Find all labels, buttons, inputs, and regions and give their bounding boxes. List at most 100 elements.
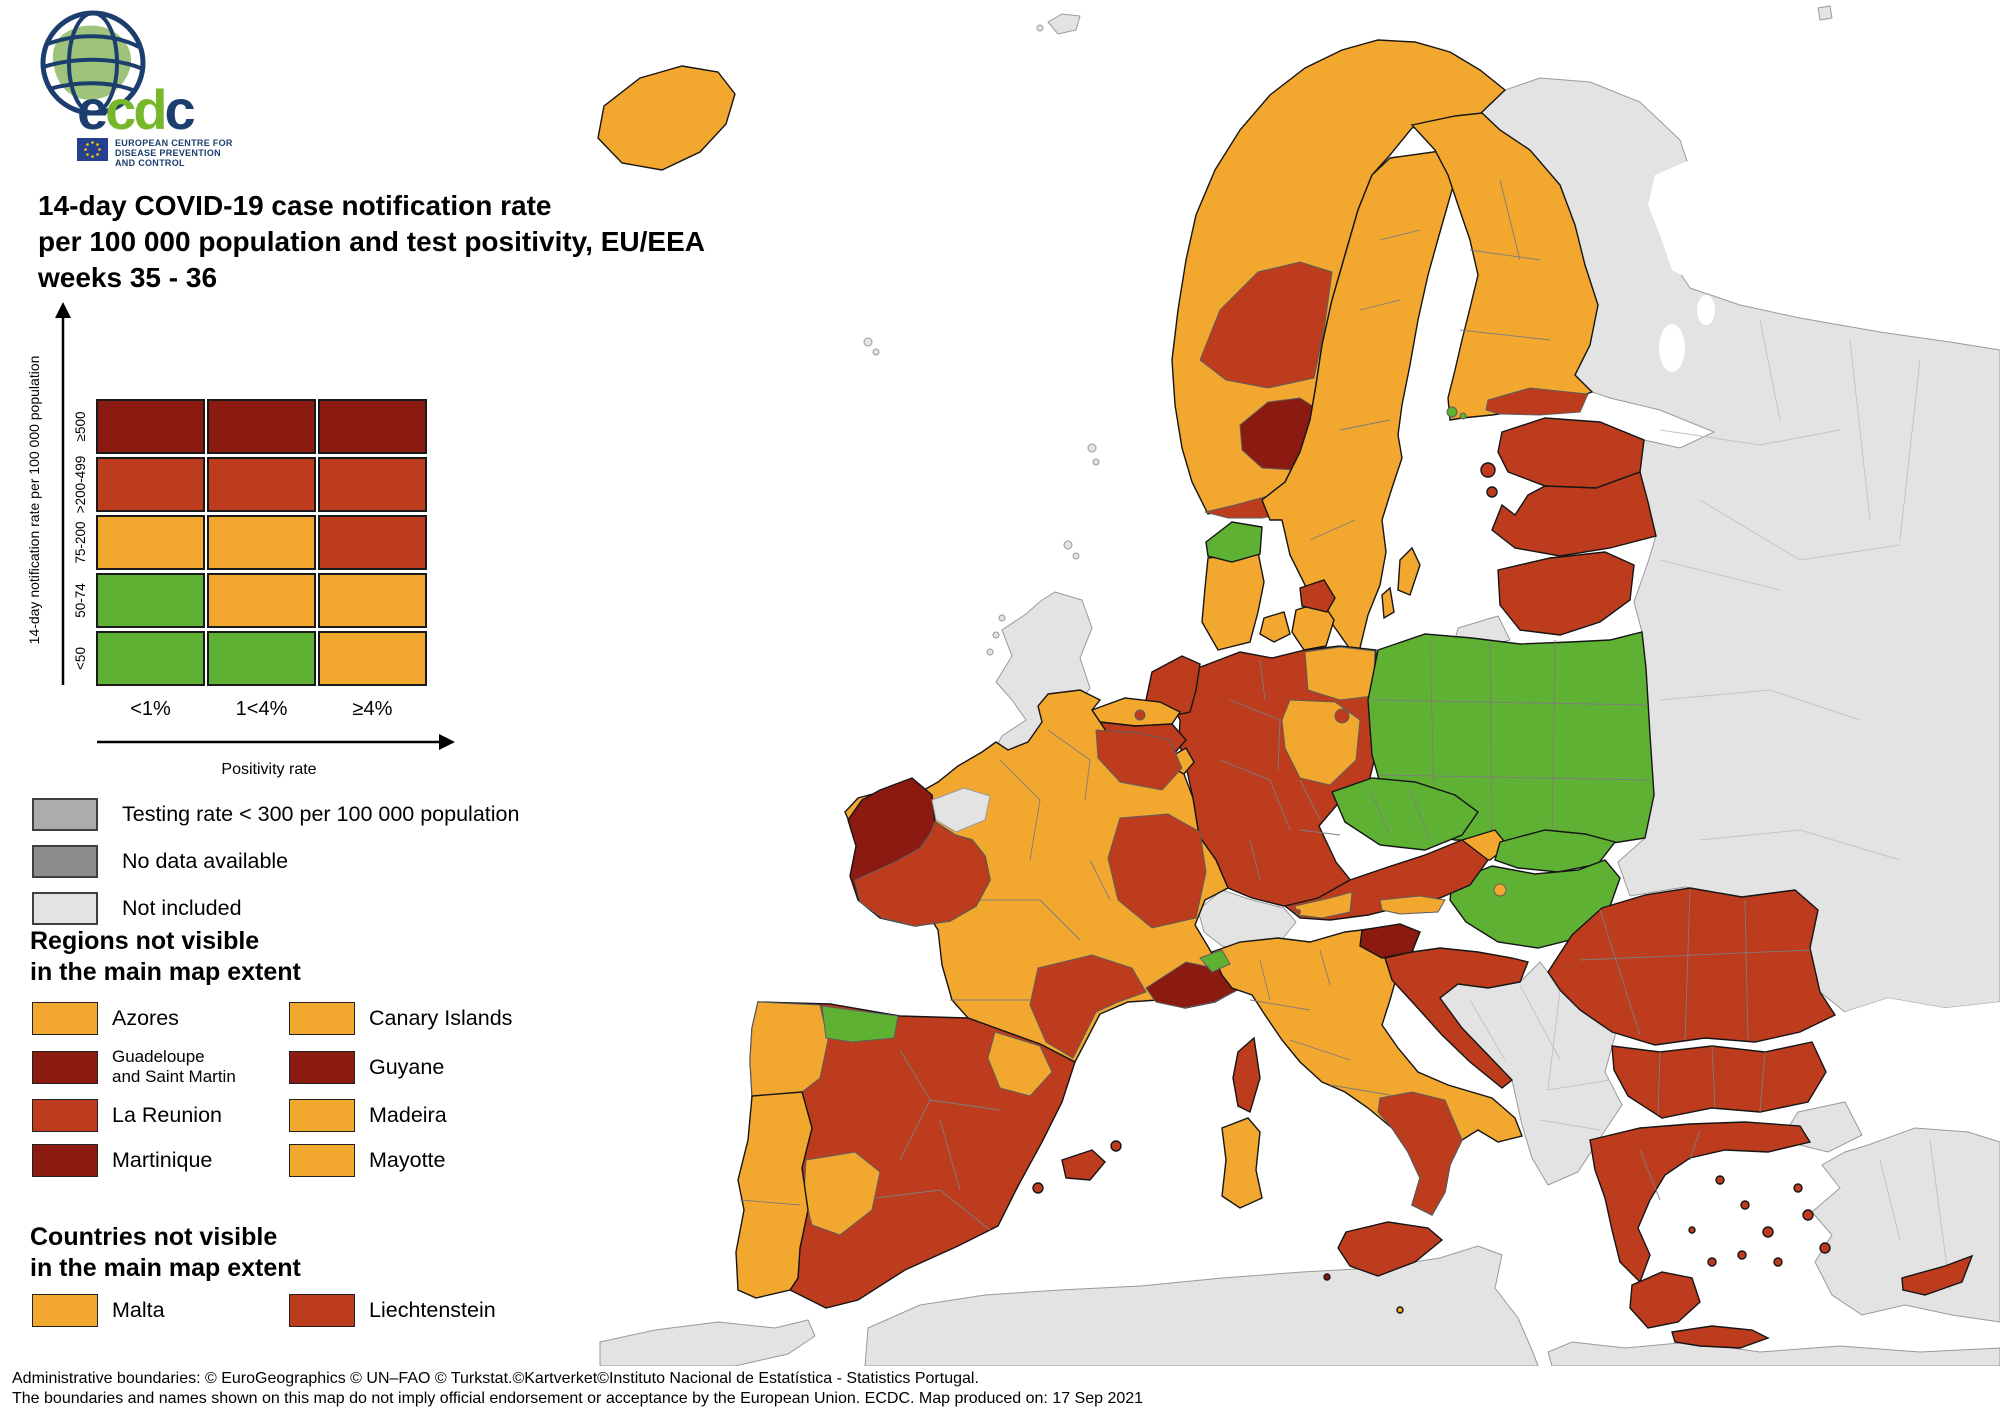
eu-flag-icon — [77, 138, 108, 161]
map-region-croatia — [1384, 947, 1529, 1089]
matrix-row-label: ≥500 — [73, 412, 88, 442]
logo-caption-line2: DISEASE PREVENTION — [115, 148, 221, 158]
europe-choropleth-map — [597, 5, 2000, 1366]
legend-item-2: Not included — [32, 892, 632, 925]
footer: Administrative boundaries: © EuroGeograp… — [12, 1369, 1962, 1408]
map-region-algeria-tunisia — [864, 1245, 1539, 1366]
globe-icon — [40, 10, 146, 116]
map-region-morocco — [599, 1319, 816, 1366]
area-swatch — [32, 1002, 98, 1035]
map-region-oland — [1381, 586, 1395, 620]
ecdc-logo: ecdc EUROPEAN CENTRE FOR DISEASE PREVENT… — [40, 10, 233, 168]
map-region-northern-ireland — [931, 787, 991, 833]
map-region-turkey — [1811, 1127, 2000, 1323]
map-region-hebrides — [992, 631, 1000, 639]
map-region-peloponnese — [1629, 1271, 1701, 1329]
legend-label: Testing rate < 300 per 100 000 populatio… — [122, 802, 520, 826]
map-region-sicily — [1337, 1221, 1444, 1277]
legend-item-1: No data available — [32, 845, 632, 878]
area-label: Mayotte — [369, 1148, 446, 1172]
map-region-ireland-southeast — [854, 821, 991, 927]
map-region-shetland — [1092, 458, 1100, 466]
map-region-arctic-island — [1817, 5, 1833, 21]
map-region-berlin — [1334, 708, 1350, 724]
matrix-row-label: 75-200 — [73, 521, 88, 563]
map-region-corsica — [1232, 1036, 1261, 1114]
matrix-cell-4-1 — [207, 631, 316, 686]
map-region-denmark-copenhagen — [1299, 579, 1336, 613]
legend-items: Testing rate < 300 per 100 000 populatio… — [32, 798, 632, 939]
matrix-cell-2-2 — [318, 515, 427, 570]
x-axis-label: Positivity rate — [221, 761, 316, 778]
map-region-france-northeast — [1095, 729, 1183, 791]
map-region-orkney — [1063, 540, 1073, 550]
legend-swatch — [32, 798, 98, 831]
map-region-orkney — [1072, 552, 1080, 560]
map-region-menorca — [1110, 1140, 1122, 1152]
area-swatch — [32, 1050, 98, 1084]
countries-legend-grid: Malta Liechtenstein — [32, 1294, 592, 1327]
map-region-latvia — [1491, 471, 1657, 557]
legend-swatch — [32, 892, 98, 925]
logo-caption-line1: EUROPEAN CENTRE FOR — [115, 138, 233, 148]
map-region-denmark-funen — [1259, 611, 1291, 643]
matrix-row-labels: ≥500 >200-499 75-200 50-74 <50 — [73, 412, 88, 670]
area-swatch — [32, 1144, 98, 1177]
matrix-col-labels: <1% 1<4% ≥4% — [130, 698, 392, 720]
map-region-romania — [1547, 887, 1837, 1046]
countries-heading: Countries not visible in the main map ex… — [30, 1223, 301, 1282]
map-region-france-rhone-alpes — [1107, 813, 1207, 929]
map-region-faroe-islands — [863, 337, 873, 347]
matrix-cell-0-0 — [96, 399, 205, 454]
area-swatch — [289, 1050, 355, 1084]
map-region-czechia — [1331, 777, 1479, 851]
regions-heading: Regions not visible in the main map exte… — [30, 927, 301, 986]
matrix-col-label: 1<4% — [236, 698, 288, 720]
matrix-cell-1-2 — [318, 457, 427, 512]
logo-caption-line3: AND CONTROL — [115, 158, 185, 168]
y-axis-label: 14-day notification rate per 100 000 pop… — [26, 356, 42, 645]
matrix-cell-1-1 — [207, 457, 316, 512]
footer-line2: The boundaries and names shown on this m… — [12, 1389, 1144, 1407]
map-region-crete — [1671, 1325, 1770, 1349]
x-axis-arrow-icon — [439, 734, 455, 750]
map-layer-countries — [597, 39, 1974, 1349]
matrix-row-label: <50 — [73, 647, 88, 670]
area-swatch — [289, 1144, 355, 1177]
map-region-shetland — [1087, 443, 1097, 453]
map-region-gotland — [1397, 546, 1421, 596]
area-label: La Reunion — [112, 1103, 222, 1127]
area-label: Liechtenstein — [369, 1298, 496, 1322]
area-label: Guyane — [369, 1054, 445, 1079]
area-swatch — [32, 1294, 98, 1327]
map-region-finland-south — [1485, 387, 1589, 416]
map-region-liechtenstein — [1295, 909, 1301, 915]
y-axis-arrow-icon — [55, 302, 71, 318]
legend-label: No data available — [122, 849, 289, 873]
map-region-hebrides — [998, 614, 1006, 622]
map-region-sardinia — [1221, 1117, 1263, 1209]
area-swatch — [289, 1002, 355, 1035]
matrix-row-label: >200-499 — [73, 456, 88, 513]
map-region-aland — [1446, 406, 1458, 418]
matrix-cell-1-0 — [96, 457, 205, 512]
matrix-cell-4-0 — [96, 631, 205, 686]
matrix-cell-3-0 — [96, 573, 205, 628]
map-region-spain-navarra-aragon — [987, 1031, 1053, 1097]
matrix-cell-2-1 — [207, 515, 316, 570]
map-region-hiiumaa — [1486, 486, 1498, 498]
matrix-cell-3-2 — [318, 573, 427, 628]
map-region-france-occitanie — [1029, 954, 1147, 1059]
map-region-italy-south — [1377, 1091, 1463, 1216]
matrix-cell-0-1 — [207, 399, 316, 454]
map-region-libya-egypt — [1547, 1341, 2000, 1366]
legend-swatch — [32, 845, 98, 878]
footer-line1: Administrative boundaries: © EuroGeograp… — [12, 1370, 979, 1387]
matrix-cells — [96, 399, 427, 686]
matrix-col-label: <1% — [130, 698, 171, 720]
map-region-portugal — [735, 1091, 813, 1299]
map-region-aland — [1459, 412, 1467, 420]
map-region-germany-northeast — [1304, 646, 1376, 701]
map-region-budapest — [1493, 883, 1507, 897]
